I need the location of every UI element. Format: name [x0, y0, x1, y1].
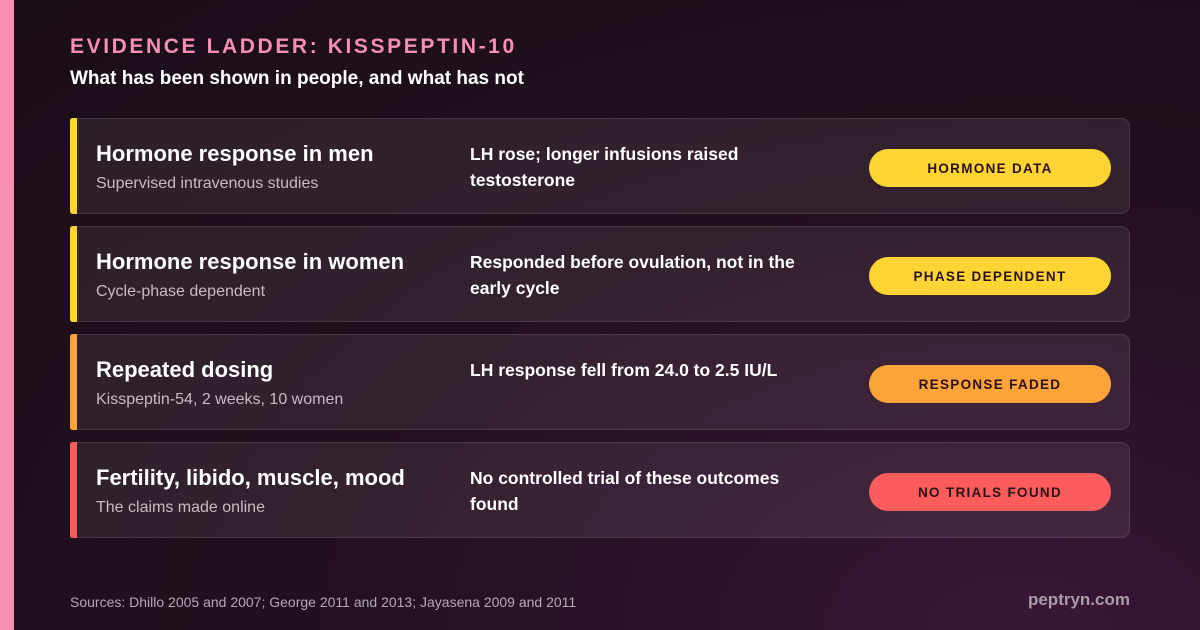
evidence-row-claims: Fertility, libido, muscle, mood The clai… [70, 442, 1130, 538]
status-badge: PHASE DEPENDENT [869, 257, 1111, 295]
row-color-stripe [70, 226, 77, 322]
row-title: Hormone response in men [96, 141, 374, 166]
row-color-stripe [70, 118, 77, 214]
row-subtitle: Cycle-phase dependent [96, 283, 266, 300]
sources-footnote: Sources: Dhillo 2005 and 2007; George 20… [70, 594, 577, 610]
evidence-row-women: Hormone response in women Cycle-phase de… [70, 226, 1130, 322]
row-title: Fertility, libido, muscle, mood [96, 465, 405, 490]
row-title: Repeated dosing [96, 357, 274, 382]
row-subtitle: Supervised intravenous studies [96, 175, 319, 192]
left-accent-bar [0, 0, 14, 630]
row-finding: Responded before ovulation, not in the e… [470, 252, 795, 298]
evidence-row-men: Hormone response in men Supervised intra… [70, 118, 1130, 214]
evidence-row-repeated-dosing: Repeated dosing Kisspeptin-54, 2 weeks, … [70, 334, 1130, 430]
evidence-rows: Hormone response in men Supervised intra… [70, 118, 1130, 550]
row-title: Hormone response in women [96, 249, 405, 274]
row-color-stripe [70, 334, 77, 430]
row-finding: LH response fell from 24.0 to 2.5 IU/L [470, 360, 778, 380]
status-badge: HORMONE DATA [869, 149, 1111, 187]
page-subtitle: What has been shown in people, and what … [70, 68, 524, 89]
row-color-stripe [70, 442, 77, 538]
page-eyebrow-title: EVIDENCE LADDER: KISSPEPTIN-10 [70, 35, 517, 58]
row-subtitle: Kisspeptin-54, 2 weeks, 10 women [96, 391, 344, 408]
row-subtitle: The claims made online [96, 499, 265, 516]
brand-link[interactable]: peptryn.com [1027, 590, 1130, 609]
row-finding: No controlled trial of these outcomes fo… [470, 468, 780, 514]
row-finding: LH rose; longer infusions raised testost… [470, 144, 739, 190]
status-badge: NO TRIALS FOUND [869, 473, 1111, 511]
status-badge: RESPONSE FADED [869, 365, 1111, 403]
